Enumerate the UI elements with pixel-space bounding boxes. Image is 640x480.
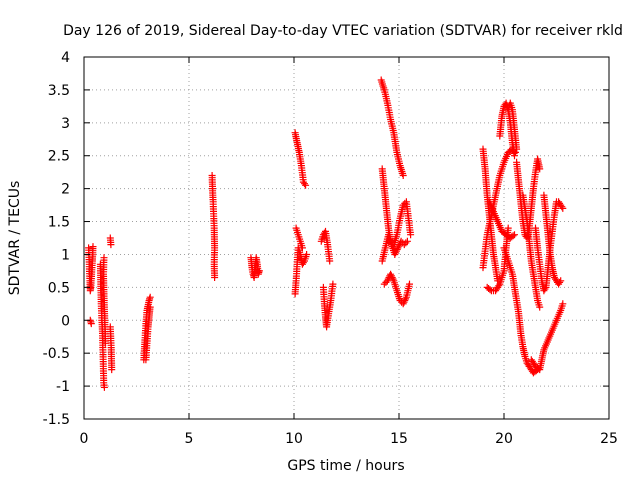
data-point [407, 231, 415, 239]
data-point [146, 303, 154, 311]
data-point [559, 300, 567, 308]
data-point [541, 285, 549, 293]
data-point [399, 300, 407, 308]
x-tick-label: 0 [80, 431, 89, 447]
data-points [85, 76, 567, 391]
plot-frame [83, 56, 610, 420]
data-point [303, 251, 311, 258]
y-tick-label: -1.5 [43, 412, 70, 428]
data-point [536, 165, 544, 173]
data-point [302, 181, 310, 189]
data-point [380, 280, 388, 288]
x-tick-label: 20 [495, 431, 513, 447]
data-point [388, 274, 396, 281]
data-point [400, 241, 408, 249]
data-point [87, 320, 95, 328]
data-point [397, 237, 405, 245]
x-tick-label: 10 [285, 431, 303, 447]
data-point [399, 201, 407, 209]
x-tick-label: 15 [390, 431, 408, 447]
data-point [558, 203, 566, 211]
data-point [326, 257, 334, 265]
grid [84, 57, 609, 419]
data-point [509, 232, 517, 240]
data-point [403, 237, 411, 245]
y-tick-label: 3 [61, 116, 70, 132]
y-tick-label: 2 [61, 182, 70, 198]
data-point [298, 244, 306, 252]
y-tick-label: 2.5 [48, 149, 70, 165]
data-point [513, 145, 521, 153]
data-point [406, 280, 413, 288]
data-point [392, 249, 400, 257]
data-point [393, 246, 401, 253]
data-point [504, 224, 512, 232]
data-point [532, 367, 540, 375]
data-point [559, 204, 567, 212]
y-tick-label: 3.5 [48, 83, 70, 99]
data-point [108, 366, 116, 374]
data-point [299, 259, 307, 267]
data-point [394, 244, 402, 252]
data-point [255, 267, 263, 275]
y-tick-label: -1 [56, 379, 70, 395]
data-point [557, 277, 565, 285]
x-tick-label: 5 [185, 431, 194, 447]
data-point [211, 274, 219, 281]
data-point [389, 275, 397, 283]
y-tick-label: 4 [61, 50, 70, 66]
data-point [536, 303, 544, 311]
data-point [329, 280, 337, 288]
data-point [401, 297, 409, 304]
data-point [486, 286, 494, 294]
data-point [402, 239, 410, 247]
chart-title: Day 126 of 2019, Sidereal Day-to-day VTE… [63, 23, 623, 39]
data-point [511, 152, 518, 160]
data-point [400, 298, 408, 306]
data-point [495, 282, 503, 290]
x-tick-labels: 0 5 10 15 20 25 [80, 431, 618, 447]
data-point [402, 295, 410, 303]
y-tick-label: 1 [61, 247, 70, 263]
data-point [89, 243, 97, 251]
y-tick-label: 1.5 [48, 215, 70, 231]
data-point [301, 180, 308, 188]
data-point [534, 366, 542, 374]
data-point [107, 241, 115, 249]
x-tick-label: 25 [600, 431, 618, 447]
data-point [395, 242, 403, 250]
y-axis-label: SDTVAR / TECUs [7, 181, 23, 296]
data-point [383, 277, 391, 285]
data-point [556, 278, 564, 286]
data-point [391, 251, 399, 258]
y-tick-labels: -1.5 -1 -0.5 0 0.5 1 1.5 2 2.5 3 3.5 4 [43, 50, 70, 428]
y-tick-label: 0.5 [48, 280, 70, 296]
y-tick-label: 0 [61, 313, 70, 329]
data-point [146, 293, 154, 301]
y-tick-label: -0.5 [43, 346, 70, 362]
data-point [392, 247, 400, 255]
x-axis-label: GPS time / hours [287, 458, 404, 474]
data-point [511, 231, 518, 239]
data-point [100, 383, 108, 391]
data-point [387, 270, 395, 278]
data-point [387, 272, 395, 280]
data-point [399, 172, 407, 179]
axis-ticks [83, 56, 610, 420]
